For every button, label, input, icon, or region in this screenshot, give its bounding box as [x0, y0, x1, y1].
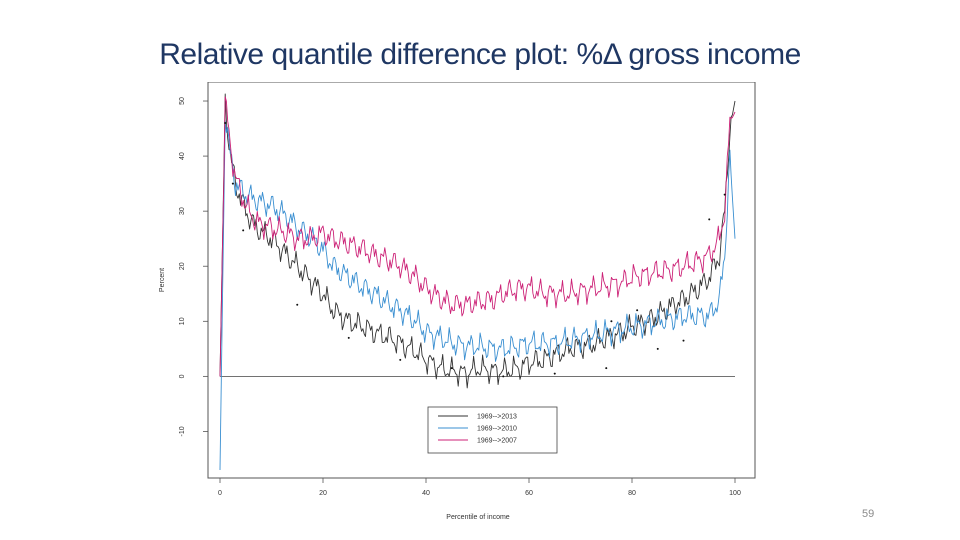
scatter-point [723, 193, 726, 196]
x-tick-label-40: 40 [422, 490, 430, 497]
scatter-point [682, 339, 685, 342]
x-tick-label-100: 100 [729, 490, 741, 497]
x-tick-label-60: 60 [525, 490, 533, 497]
y-tick-label-10: 10 [179, 317, 186, 325]
scatter-point [242, 229, 245, 232]
slide-title: Relative quantile difference plot: %Δ gr… [159, 38, 801, 71]
series-line-2013 [219, 93, 736, 389]
scatter-point [296, 303, 299, 306]
scatter-point [708, 218, 711, 221]
legend-label-2013: 1969-->2013 [477, 414, 517, 421]
y-axis-label: Percent [159, 268, 166, 292]
series-line-2007 [219, 96, 736, 377]
y-tick-label-30: 30 [179, 207, 186, 215]
scatter-point [231, 182, 234, 185]
x-tick-label-80: 80 [628, 490, 636, 497]
x-tick-label-20: 20 [319, 490, 327, 497]
legend-label-2010: 1969-->2010 [477, 426, 517, 433]
legend-label-2007: 1969-->2007 [477, 438, 517, 445]
scatter-point [224, 122, 227, 125]
x-axis-label: Percentile of income [446, 514, 510, 521]
scatter-point [636, 309, 639, 312]
y-tick-label-20: 20 [179, 262, 186, 270]
plot-frame [207, 82, 756, 479]
scatter-point [553, 372, 556, 375]
scatter-point [347, 336, 350, 339]
page-number: 59 [862, 508, 875, 520]
scatter-point [399, 358, 402, 361]
scatter-point [656, 347, 659, 350]
scatter-point [450, 367, 453, 370]
scatter-point [502, 375, 505, 378]
x-tick-label-0: 0 [218, 490, 222, 497]
income-quantile-chart: 0 20 40 60 80 100 -10 0 10 20 30 40 50 1969-->2013 19… [159, 82, 756, 521]
y-tick-label-50: 50 [179, 97, 186, 105]
y-tick-label--10: -10 [179, 426, 186, 436]
y-tick-label-0: 0 [179, 374, 186, 378]
legend-box [427, 406, 558, 454]
scatter-point [605, 367, 608, 370]
y-tick-label-40: 40 [179, 152, 186, 160]
series-line-2010 [219, 120, 736, 471]
scatter-point [610, 320, 613, 323]
